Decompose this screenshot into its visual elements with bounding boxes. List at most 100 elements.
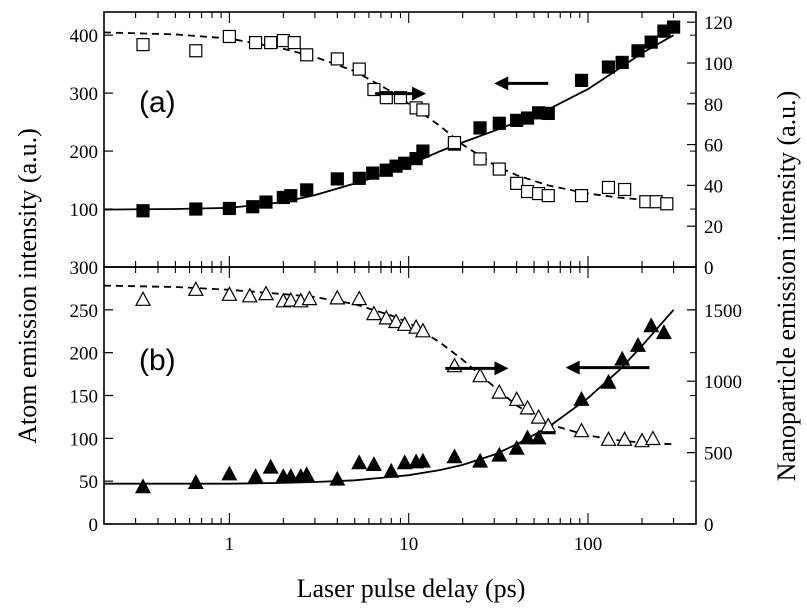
- filled-square-point: [366, 166, 380, 180]
- filled-square-point: [473, 121, 487, 135]
- filled-triangle-point: [446, 448, 463, 464]
- y-tick-label-left: 0: [89, 515, 99, 536]
- filled-square-point: [300, 183, 314, 197]
- filled-triangle-point: [298, 466, 315, 482]
- filled-square-point: [189, 202, 203, 216]
- open-triangle-point: [530, 408, 547, 424]
- open-triangle-point: [600, 431, 617, 446]
- open-triangle-point: [519, 399, 536, 415]
- panel-label: (a): [139, 86, 176, 119]
- y-tick-label-right: 0: [704, 515, 714, 536]
- open-triangle-point: [491, 383, 508, 399]
- arrow-head-right: [412, 86, 427, 101]
- open-square-point: [222, 29, 236, 44]
- panel-a: 100 200 300 400 0 20 40 60 80 100 120 (a): [70, 11, 733, 279]
- filled-triangle-point: [221, 465, 238, 481]
- y-tick-label-right: 500: [704, 444, 733, 465]
- x-axis-label: Laser pulse delay (ps): [297, 574, 526, 603]
- y-tick-label-left: 100: [70, 200, 99, 221]
- open-square-point: [601, 180, 616, 195]
- y-tick-label-left: 200: [70, 142, 99, 163]
- y-tick-label-left: 200: [70, 344, 99, 365]
- filled-square-point: [644, 35, 658, 49]
- open-square-point: [189, 44, 203, 58]
- y-tick-label-left: 50: [79, 472, 98, 493]
- filled-triangle-point: [530, 429, 547, 445]
- open-square-point: [520, 184, 535, 199]
- filled-triangle-point: [614, 350, 631, 366]
- open-triangle-point: [134, 291, 152, 306]
- filled-triangle-point: [629, 337, 647, 352]
- filled-square-point: [259, 195, 273, 209]
- open-triangle-point: [241, 287, 258, 303]
- open-square-point: [248, 35, 263, 50]
- x-tick-label: 100: [574, 534, 603, 555]
- panel-label: (b): [139, 344, 176, 377]
- open-square-point: [492, 162, 506, 176]
- filled-triangle-point: [247, 468, 264, 483]
- open-square-point: [660, 197, 674, 211]
- y-tick-label-right: 60: [704, 136, 723, 157]
- open-triangle-point: [387, 313, 405, 329]
- filled-square-point: [631, 44, 645, 58]
- filled-square-point: [284, 189, 298, 203]
- arrow-head-left: [565, 360, 580, 375]
- arrow-head-left: [494, 76, 509, 91]
- filled-square-point: [492, 116, 506, 130]
- filled-triangle-point: [134, 478, 152, 494]
- y-axis-label-left: Atom emission intensity (a.u.): [13, 128, 42, 444]
- filled-square-point: [136, 204, 150, 218]
- open-triangle-point: [301, 290, 318, 306]
- filled-triangle-point: [351, 454, 368, 470]
- filled-square-point: [520, 111, 535, 125]
- open-triangle-point: [378, 309, 395, 325]
- filled-square-point: [352, 171, 366, 185]
- y-tick-label-right: 1000: [704, 372, 742, 393]
- open-triangle-point: [257, 285, 275, 301]
- panel-b: 0 50 100 150 200 250 300 0 500 1000 1500 (b): [70, 258, 743, 536]
- x-tick-label: 1: [225, 534, 235, 555]
- filled-square-point: [330, 172, 344, 186]
- filled-square-point: [416, 144, 430, 158]
- y-tick-label-right: 1500: [704, 301, 742, 322]
- plot-layer: 100200300400020406080100120(a)0501001502…: [70, 11, 743, 555]
- y-tick-label-right: 100: [704, 54, 733, 75]
- open-triangle-point: [351, 290, 368, 306]
- filled-square-point: [222, 201, 236, 216]
- y-tick-label-left: 100: [70, 429, 99, 450]
- filled-triangle-point: [655, 324, 672, 340]
- filled-square-point: [574, 73, 589, 87]
- open-triangle-point: [282, 291, 299, 307]
- filled-square-point: [615, 55, 629, 70]
- y-tick-label-right: 40: [704, 176, 723, 197]
- y-tick-label-left: 150: [70, 387, 99, 408]
- open-square-point: [473, 152, 487, 166]
- open-square-point: [574, 189, 589, 203]
- filled-triangle-point: [600, 373, 617, 389]
- open-triangle-point: [472, 367, 489, 383]
- filled-triangle-point: [643, 317, 660, 333]
- x-tick-label: 10: [399, 534, 418, 555]
- filled-triangle-point: [282, 468, 299, 483]
- filled-triangle-point: [491, 446, 508, 462]
- fit-curve-dashed: [103, 284, 674, 446]
- open-triangle-point: [329, 289, 346, 305]
- open-triangle-point: [540, 417, 557, 433]
- filled-square-point: [541, 106, 555, 121]
- open-square-point: [618, 182, 632, 197]
- open-triangle-point: [365, 305, 382, 321]
- y-tick-label-right: 20: [704, 217, 723, 238]
- filled-triangle-point: [262, 458, 279, 474]
- filled-triangle-point: [519, 429, 536, 445]
- y-axis-label-right: Nanoparticle emission intensity (a.u.): [772, 91, 801, 482]
- arrow-head-right: [494, 361, 509, 376]
- filled-square-point: [510, 113, 524, 127]
- open-triangle-point: [573, 422, 590, 438]
- filled-triangle-point: [573, 391, 590, 406]
- fit-curve-solid: [104, 309, 675, 485]
- open-triangle-point: [616, 431, 633, 446]
- open-triangle-point: [633, 432, 651, 448]
- open-square-point: [264, 35, 278, 50]
- filled-triangle-point: [472, 452, 489, 468]
